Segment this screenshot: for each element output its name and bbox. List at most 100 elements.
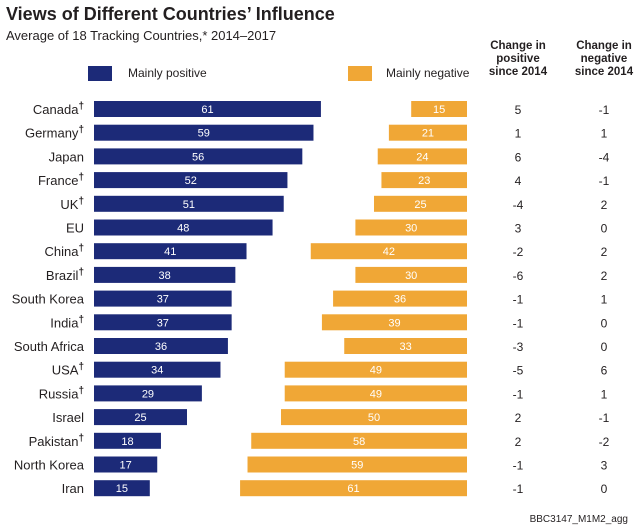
bar-negative-canada — [411, 101, 467, 117]
change-positive-north-korea: -1 — [513, 459, 524, 473]
change-positive-south-africa: -3 — [513, 340, 524, 354]
bar-positive-usa — [94, 361, 221, 378]
dagger-mark: † — [78, 101, 84, 112]
bar-positive-pakistan — [94, 432, 161, 449]
value-label-negative-iran: 61 — [347, 483, 359, 495]
bar-positive-canada — [94, 101, 321, 117]
change-negative-france: -1 — [599, 174, 610, 188]
bar-negative-usa — [284, 361, 467, 378]
value-label-negative-pakistan: 58 — [353, 436, 365, 448]
value-label-negative-germany: 21 — [422, 128, 434, 140]
change-positive-uk: -4 — [513, 198, 524, 212]
value-label-negative-brazil: 30 — [405, 270, 417, 282]
value-label-negative-usa: 49 — [370, 365, 382, 377]
dagger-mark: † — [78, 362, 84, 373]
country-label-china: China† — [44, 243, 84, 259]
value-label-negative-north-korea: 59 — [351, 460, 363, 472]
value-label-positive-usa: 34 — [151, 365, 163, 377]
bar-negative-japan — [377, 148, 467, 165]
bar-positive-brazil — [94, 266, 236, 283]
change-negative-israel: -1 — [599, 411, 610, 425]
footer-code: BBC3147_M1M2_agg — [529, 514, 628, 525]
legend-swatch-positive — [88, 66, 112, 81]
change-positive-israel: 2 — [515, 411, 522, 425]
bar-positive-japan — [94, 148, 303, 165]
change-positive-germany: 1 — [515, 127, 522, 141]
value-label-positive-germany: 59 — [198, 128, 210, 140]
bar-positive-germany — [94, 124, 314, 141]
dagger-mark: † — [78, 196, 84, 207]
bar-negative-south-korea — [333, 290, 467, 307]
legend-swatch-negative — [348, 66, 372, 81]
country-label-france: France† — [38, 172, 84, 188]
dagger-mark: † — [78, 314, 84, 325]
bar-negative-pakistan — [251, 432, 467, 449]
country-label-israel: Israel — [52, 410, 84, 425]
bar-positive-china — [94, 243, 247, 260]
value-label-positive-india: 37 — [157, 317, 169, 329]
change-negative-eu: 0 — [601, 222, 608, 236]
change-positive-south-korea: -1 — [513, 293, 524, 307]
value-label-positive-russia: 29 — [142, 388, 154, 400]
change-negative-north-korea: 3 — [601, 459, 608, 473]
change-negative-germany: 1 — [601, 127, 608, 141]
bar-negative-north-korea — [247, 456, 467, 473]
dagger-mark: † — [78, 172, 84, 183]
change-positive-canada: 5 — [515, 103, 522, 117]
change-negative-japan: -4 — [599, 150, 610, 164]
change-negative-south-africa: 0 — [601, 340, 608, 354]
column-header-change-positive: Change in positive since 2014 — [488, 40, 548, 78]
bar-positive-south-korea — [94, 290, 232, 307]
country-label-india: India† — [50, 314, 84, 330]
dagger-mark: † — [78, 433, 84, 444]
value-label-negative-south-africa: 33 — [399, 341, 411, 353]
change-positive-usa: -5 — [513, 364, 524, 378]
value-label-negative-south-korea: 36 — [394, 294, 406, 306]
dagger-mark: † — [78, 243, 84, 254]
country-label-pakistan: Pakistan† — [29, 433, 84, 449]
value-label-positive-israel: 25 — [134, 412, 146, 424]
change-negative-usa: 6 — [601, 364, 608, 378]
column-header-change-negative: Change in negative since 2014 — [574, 40, 634, 78]
value-label-positive-uk: 51 — [183, 199, 195, 211]
bar-positive-iran — [94, 480, 150, 497]
value-label-negative-japan: 24 — [416, 151, 428, 163]
bar-negative-south-africa — [344, 338, 467, 354]
change-positive-eu: 3 — [515, 222, 522, 236]
change-negative-india: 0 — [601, 316, 608, 330]
change-negative-iran: 0 — [601, 482, 608, 496]
change-negative-china: 2 — [601, 245, 608, 259]
dagger-mark: † — [78, 125, 84, 136]
bar-negative-russia — [284, 385, 467, 402]
legend-label-negative: Mainly negative — [386, 66, 470, 80]
value-label-positive-canada: 61 — [201, 104, 213, 116]
bar-positive-russia — [94, 385, 202, 402]
value-label-positive-brazil: 38 — [159, 270, 171, 282]
bar-positive-south-africa — [94, 338, 228, 354]
bar-positive-india — [94, 314, 232, 331]
change-positive-pakistan: 2 — [515, 435, 522, 449]
value-label-negative-israel: 50 — [368, 412, 380, 424]
value-label-negative-china: 42 — [383, 246, 395, 258]
bar-negative-china — [310, 243, 467, 260]
bar-negative-iran — [240, 480, 467, 497]
change-negative-pakistan: -2 — [599, 435, 610, 449]
value-label-negative-canada: 15 — [433, 104, 445, 116]
bar-negative-india — [321, 314, 467, 331]
chart-title: Views of Different Countries’ Influence — [6, 4, 335, 24]
country-label-usa: USA† — [52, 362, 84, 378]
value-label-positive-china: 41 — [164, 246, 176, 258]
change-positive-russia: -1 — [513, 387, 524, 401]
change-negative-russia: 1 — [601, 387, 608, 401]
country-label-north-korea: North Korea — [14, 458, 85, 473]
value-label-positive-iran: 15 — [116, 483, 128, 495]
change-positive-iran: -1 — [513, 482, 524, 496]
change-positive-china: -2 — [513, 245, 524, 259]
country-label-russia: Russia† — [39, 385, 84, 401]
change-negative-brazil: 2 — [601, 269, 608, 283]
value-label-positive-south-korea: 37 — [157, 294, 169, 306]
legend-label-positive: Mainly positive — [128, 66, 207, 80]
country-label-iran: Iran — [62, 481, 84, 496]
change-positive-france: 4 — [515, 174, 522, 188]
bar-negative-israel — [281, 409, 467, 426]
